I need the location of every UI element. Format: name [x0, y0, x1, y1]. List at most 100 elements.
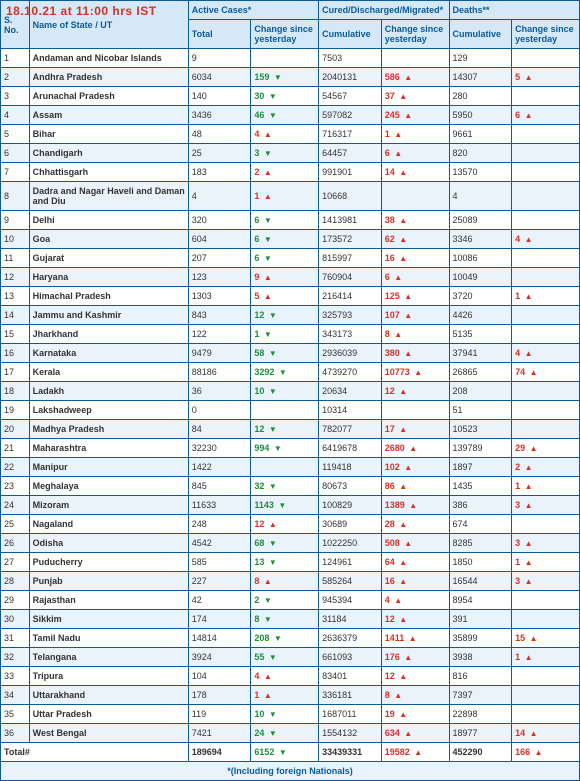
cell-deaths-change: 4 ▲: [512, 344, 580, 363]
cell-state: Bihar: [29, 125, 188, 144]
table-row: 15Jharkhand1221 ▼3431738 ▲5135: [1, 325, 580, 344]
cell-sno: 12: [1, 268, 30, 287]
cell-active: 3436: [188, 106, 251, 125]
cell-cured: 216414: [319, 287, 382, 306]
table-row: 4Assam343646 ▼597082245 ▲59506 ▲: [1, 106, 580, 125]
cell-state: Himachal Pradesh: [29, 287, 188, 306]
cell-sno: 26: [1, 534, 30, 553]
cell-deaths-change: [512, 686, 580, 705]
cell-cured: 1554132: [319, 724, 382, 743]
cell-cured: 1687011: [319, 705, 382, 724]
cell-state: Tamil Nadu: [29, 629, 188, 648]
cell-deaths: 37941: [449, 344, 512, 363]
cell-deaths-change: [512, 610, 580, 629]
cell-active-change: 2 ▼: [251, 591, 319, 610]
cell-cured-change: 508 ▲: [381, 534, 449, 553]
cell-active: 248: [188, 515, 251, 534]
cell-active-change: 5 ▲: [251, 287, 319, 306]
cell-active-change: 24 ▼: [251, 724, 319, 743]
cell-cured-change: 16 ▲: [381, 572, 449, 591]
cell-active-change: [251, 458, 319, 477]
cell-state: Haryana: [29, 268, 188, 287]
cell-state: Ladakh: [29, 382, 188, 401]
cell-sno: 29: [1, 591, 30, 610]
table-row: 13Himachal Pradesh13035 ▲216414125 ▲3720…: [1, 287, 580, 306]
cell-active-change: 6 ▼: [251, 249, 319, 268]
cell-cured-change: 17 ▲: [381, 420, 449, 439]
cell-sno: 17: [1, 363, 30, 382]
cell-active: 14814: [188, 629, 251, 648]
cell-deaths-change: [512, 144, 580, 163]
cell-active: 183: [188, 163, 251, 182]
cell-deaths: 1897: [449, 458, 512, 477]
cell-deaths-change: 1 ▲: [512, 287, 580, 306]
cell-cured-change: 586 ▲: [381, 68, 449, 87]
table-row: 27Puducherry58513 ▼12496164 ▲18501 ▲: [1, 553, 580, 572]
cell-deaths-change: 74 ▲: [512, 363, 580, 382]
table-row: 31Tamil Nadu14814208 ▼26363791411 ▲35899…: [1, 629, 580, 648]
header-state: Name of State / UT: [29, 1, 188, 49]
cell-deaths-change: 1 ▲: [512, 477, 580, 496]
cell-deaths: 22898: [449, 705, 512, 724]
cell-deaths: 386: [449, 496, 512, 515]
cell-cured-change: 176 ▲: [381, 648, 449, 667]
header-deaths-cumulative: Cumulative: [449, 20, 512, 49]
cell-state: Jammu and Kashmir: [29, 306, 188, 325]
cell-active-change: 12 ▲: [251, 515, 319, 534]
cell-sno: 1: [1, 49, 30, 68]
cell-sno: 4: [1, 106, 30, 125]
cell-deaths: 3720: [449, 287, 512, 306]
cell-deaths: 10523: [449, 420, 512, 439]
header-active-change: Change since yesterday: [251, 20, 319, 49]
cell-deaths: 5950: [449, 106, 512, 125]
cell-state: Jharkhand: [29, 325, 188, 344]
cell-cured-change: 634 ▲: [381, 724, 449, 743]
cell-sno: 6: [1, 144, 30, 163]
cell-active-change: 4 ▲: [251, 125, 319, 144]
total-row: Total#1896946152 ▼3343933119582 ▲4522901…: [1, 743, 580, 762]
cell-deaths: 8285: [449, 534, 512, 553]
cell-deaths: 8954: [449, 591, 512, 610]
cell-active: 122: [188, 325, 251, 344]
cell-active: 604: [188, 230, 251, 249]
cell-active-change: 68 ▼: [251, 534, 319, 553]
cell-cured: 1413981: [319, 211, 382, 230]
cell-cured: 2636379: [319, 629, 382, 648]
total-deaths-change: 166 ▲: [512, 743, 580, 762]
cell-deaths-change: [512, 382, 580, 401]
table-row: 21Maharashtra32230994 ▼64196782680 ▲1397…: [1, 439, 580, 458]
cell-active: 140: [188, 87, 251, 106]
header-cured-group: Cured/Discharged/Migrated*: [319, 1, 449, 20]
cell-active-change: 10 ▼: [251, 382, 319, 401]
total-active-change: 6152 ▼: [251, 743, 319, 762]
header-sno: S. No.: [1, 1, 30, 49]
cell-deaths: 25089: [449, 211, 512, 230]
cell-cured-change: 125 ▲: [381, 287, 449, 306]
cell-sno: 9: [1, 211, 30, 230]
cell-active-change: 4 ▲: [251, 667, 319, 686]
cell-sno: 20: [1, 420, 30, 439]
cell-active: 843: [188, 306, 251, 325]
table-row: 18Ladakh3610 ▼2063412 ▲208: [1, 382, 580, 401]
cell-state: Chhattisgarh: [29, 163, 188, 182]
table-row: 33Tripura1044 ▲8340112 ▲816: [1, 667, 580, 686]
cell-cured-change: 4 ▲: [381, 591, 449, 610]
table-row: 1Andaman and Nicobar Islands97503129: [1, 49, 580, 68]
cell-active: 3924: [188, 648, 251, 667]
cell-deaths-change: [512, 325, 580, 344]
cell-active-change: 1 ▲: [251, 686, 319, 705]
table-row: 29Rajasthan422 ▼9453944 ▲8954: [1, 591, 580, 610]
cell-deaths: 51: [449, 401, 512, 420]
cell-active-change: 1143 ▼: [251, 496, 319, 515]
table-row: 19Lakshadweep01031451: [1, 401, 580, 420]
table-row: 10Goa6046 ▼17357262 ▲33464 ▲: [1, 230, 580, 249]
cell-active: 88186: [188, 363, 251, 382]
cell-deaths-change: 3 ▲: [512, 534, 580, 553]
cell-active-change: 32 ▼: [251, 477, 319, 496]
cell-active-change: 6 ▼: [251, 230, 319, 249]
cell-state: Kerala: [29, 363, 188, 382]
cell-active-change: 3 ▼: [251, 144, 319, 163]
cell-active: 9: [188, 49, 251, 68]
cell-active-change: 58 ▼: [251, 344, 319, 363]
cell-sno: 18: [1, 382, 30, 401]
